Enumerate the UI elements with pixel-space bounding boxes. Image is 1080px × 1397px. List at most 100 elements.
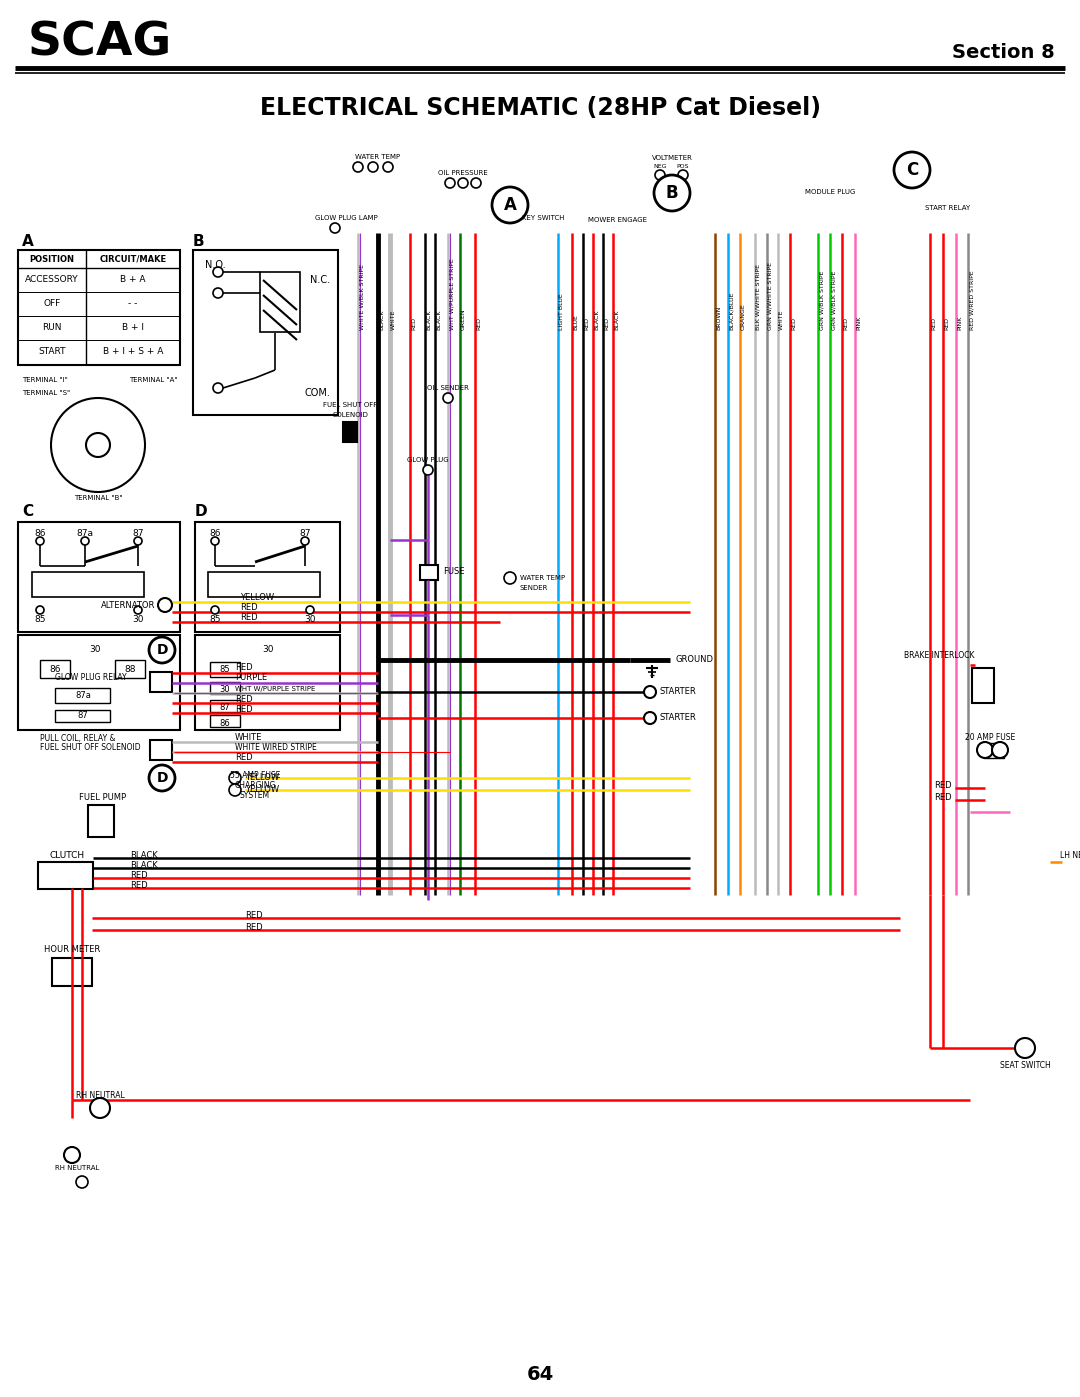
Text: B: B: [193, 235, 204, 250]
Text: STARTER: STARTER: [660, 687, 697, 697]
Text: BLUE: BLUE: [573, 314, 578, 330]
Circle shape: [471, 177, 481, 189]
Bar: [40, 659, 70, 678]
Text: COM.: COM.: [305, 388, 330, 398]
Circle shape: [149, 766, 175, 791]
Text: 30: 30: [262, 645, 273, 655]
Text: WHITE: WHITE: [391, 310, 396, 330]
Text: WATER TEMP: WATER TEMP: [519, 576, 565, 581]
Text: WHITE W/BLK STRIPE: WHITE W/BLK STRIPE: [359, 264, 364, 330]
Text: PINK: PINK: [957, 316, 962, 330]
Text: BRAKE INTERLOCK: BRAKE INTERLOCK: [905, 651, 975, 659]
Text: PINK: PINK: [856, 316, 861, 330]
Text: D: D: [195, 504, 207, 520]
Circle shape: [644, 712, 656, 724]
Bar: [18, 636, 180, 731]
Bar: [208, 571, 320, 597]
Circle shape: [81, 536, 89, 545]
Text: ACCESSORY: ACCESSORY: [25, 275, 79, 285]
Text: SCAG: SCAG: [28, 21, 172, 66]
Circle shape: [90, 1098, 110, 1118]
Text: RED: RED: [934, 781, 951, 789]
Text: GLOW PLUG RELAY: GLOW PLUG RELAY: [55, 673, 126, 683]
Text: 86: 86: [219, 718, 230, 728]
Circle shape: [36, 606, 44, 615]
Text: A: A: [503, 196, 516, 214]
Text: FUEL SHUT OFF SOLENOID: FUEL SHUT OFF SOLENOID: [40, 743, 140, 753]
Bar: [420, 564, 438, 580]
Bar: [193, 250, 338, 415]
Bar: [150, 740, 172, 760]
Circle shape: [1015, 1038, 1035, 1058]
Circle shape: [158, 598, 172, 612]
Circle shape: [504, 571, 516, 584]
Bar: [260, 272, 300, 332]
Text: RED: RED: [245, 923, 262, 933]
Circle shape: [51, 398, 145, 492]
Bar: [52, 958, 92, 986]
Text: LIGHT BLUE: LIGHT BLUE: [559, 293, 564, 330]
Circle shape: [229, 773, 241, 784]
Text: RED: RED: [931, 317, 936, 330]
Text: N.C.: N.C.: [310, 275, 330, 285]
Circle shape: [301, 536, 309, 545]
Text: 30: 30: [90, 645, 100, 655]
Circle shape: [64, 1147, 80, 1162]
Bar: [195, 522, 340, 631]
Text: - -: - -: [129, 299, 137, 309]
Text: 87a: 87a: [77, 528, 94, 538]
Bar: [210, 700, 240, 712]
Text: 64: 64: [526, 1365, 554, 1384]
Text: 30: 30: [132, 616, 144, 624]
Circle shape: [353, 162, 363, 172]
Circle shape: [492, 187, 528, 224]
Text: 86: 86: [35, 528, 45, 538]
Text: A: A: [22, 235, 33, 250]
Text: BLK W/WHITE STRIPE: BLK W/WHITE STRIPE: [756, 264, 761, 330]
Circle shape: [383, 162, 393, 172]
Text: RED: RED: [240, 604, 258, 612]
Text: GLOW PLUG LAMP: GLOW PLUG LAMP: [315, 215, 378, 221]
Text: GRN W/WHITE STRIPE: GRN W/WHITE STRIPE: [768, 263, 773, 330]
Text: SOLENOID: SOLENOID: [332, 412, 368, 418]
Circle shape: [86, 433, 110, 457]
Bar: [55, 710, 110, 722]
Circle shape: [644, 686, 656, 698]
Text: GRN W/BLK STRIPE: GRN W/BLK STRIPE: [831, 271, 836, 330]
Bar: [972, 668, 994, 703]
Text: C: C: [906, 161, 918, 179]
Text: OIL PRESSURE: OIL PRESSURE: [438, 170, 488, 176]
Text: 30: 30: [219, 686, 230, 694]
Text: B: B: [665, 184, 678, 203]
Text: 85: 85: [210, 616, 220, 624]
Text: TERMINAL "A": TERMINAL "A": [130, 377, 178, 383]
Text: YELLOW: YELLOW: [240, 594, 274, 602]
Text: RED: RED: [130, 880, 148, 890]
Text: RED W/RED STRIPE: RED W/RED STRIPE: [969, 271, 974, 330]
Text: WHITE WIRED STRIPE: WHITE WIRED STRIPE: [235, 743, 316, 753]
Text: BROWN: BROWN: [716, 306, 721, 330]
Text: RED: RED: [245, 911, 262, 919]
Text: GROUND: GROUND: [675, 655, 713, 665]
Text: RED: RED: [411, 317, 416, 330]
Text: 85: 85: [219, 665, 230, 675]
Text: WHT W/PURPLE STRIPE: WHT W/PURPLE STRIPE: [235, 686, 315, 692]
Circle shape: [423, 465, 433, 475]
Text: PURPLE: PURPLE: [235, 673, 267, 683]
Text: 55 AMP FUSE: 55 AMP FUSE: [230, 771, 280, 780]
Text: BLACK: BLACK: [379, 310, 384, 330]
Circle shape: [654, 170, 665, 180]
Text: BLACK: BLACK: [130, 851, 158, 859]
Circle shape: [229, 784, 241, 796]
Text: OIL SENDER: OIL SENDER: [427, 386, 469, 391]
Text: GRN W/BLK STRIPE: GRN W/BLK STRIPE: [819, 271, 824, 330]
Text: BLACK: BLACK: [436, 310, 441, 330]
Text: YELLOW: YELLOW: [245, 774, 279, 782]
Text: B + I: B + I: [122, 324, 144, 332]
Circle shape: [149, 637, 175, 664]
Text: RED: RED: [240, 613, 258, 623]
Text: WHITE: WHITE: [235, 733, 262, 742]
Text: 88: 88: [124, 665, 136, 675]
Text: LH NEUTRAL: LH NEUTRAL: [1059, 851, 1080, 859]
Bar: [195, 636, 340, 731]
